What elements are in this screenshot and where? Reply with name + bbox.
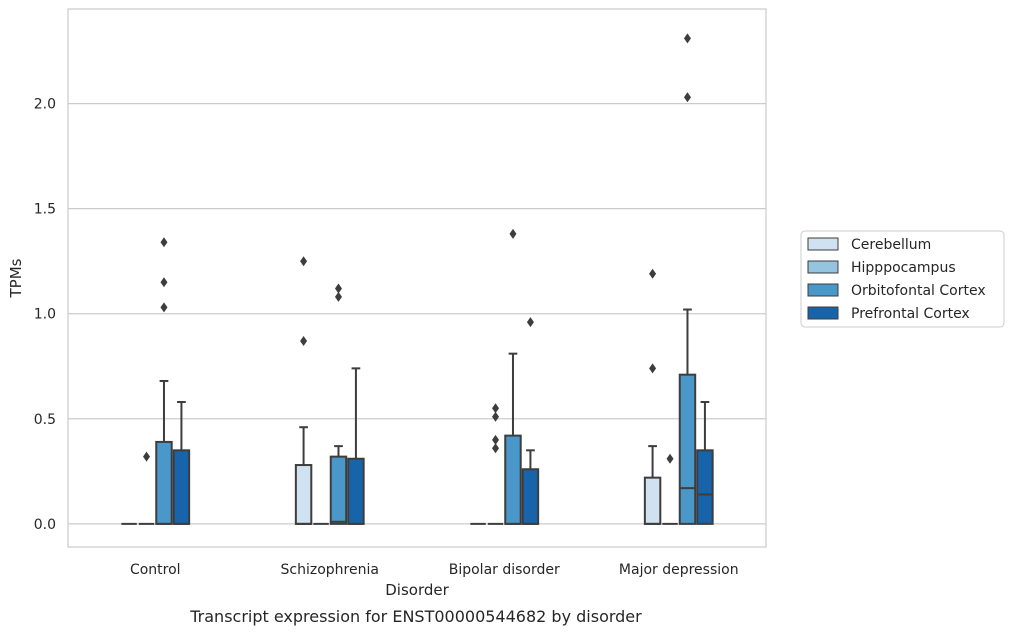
outlier-point xyxy=(492,403,500,414)
y-tick-label: 0.0 xyxy=(34,517,56,533)
legend-swatch xyxy=(807,260,839,274)
box-4-3 xyxy=(521,317,540,525)
outlier-point xyxy=(160,302,168,313)
outlier-point xyxy=(509,228,517,239)
box-body xyxy=(172,449,191,525)
outlier-point xyxy=(334,291,342,302)
legend-swatch xyxy=(807,306,839,320)
y-tick-label: 1.0 xyxy=(34,307,56,323)
outlier-point xyxy=(649,363,657,374)
legend-swatch xyxy=(807,283,839,297)
box-3-3 xyxy=(504,228,522,525)
box-2-3 xyxy=(487,403,504,525)
legend: Cerebellum Hipppocampus Orbitofontal Corte… xyxy=(800,230,1005,328)
y-tick-label: 2.0 xyxy=(34,97,56,113)
y-tick-label: 0.5 xyxy=(34,412,56,428)
outlier-point xyxy=(666,453,674,464)
x-tick-label: Control xyxy=(130,562,181,578)
box-4-1 xyxy=(172,400,191,525)
outlier-point xyxy=(492,411,500,422)
x-tick-label: Bipolar disorder xyxy=(449,562,560,578)
outlier-point xyxy=(492,443,500,454)
x-tick-label: Major depression xyxy=(619,562,739,578)
chart-caption: Transcript expression for ENST0000054468… xyxy=(189,607,642,626)
box-3-1 xyxy=(155,237,173,525)
box-3-4 xyxy=(678,33,697,525)
legend-label: Cerebellum xyxy=(851,237,931,253)
outlier-point xyxy=(300,336,308,347)
outlier-point xyxy=(300,256,308,267)
outlier-point xyxy=(143,451,151,462)
box-4-4 xyxy=(696,400,714,525)
y-tick-label: 1.5 xyxy=(34,202,56,218)
box-2-4 xyxy=(662,453,678,525)
x-tick-label: Schizophrenia xyxy=(281,562,379,578)
box-body xyxy=(521,468,540,525)
box-body xyxy=(155,440,173,525)
box-body xyxy=(696,449,714,525)
outlier-point xyxy=(683,33,691,44)
box-4-2 xyxy=(347,367,365,525)
legend-label: Hipppocampus xyxy=(851,260,956,276)
outlier-point xyxy=(649,268,657,279)
plot-frame xyxy=(67,8,767,548)
box-body xyxy=(504,434,522,525)
outlier-point xyxy=(334,283,342,294)
box-body xyxy=(678,373,697,525)
outlier-point xyxy=(160,277,168,288)
box-1-2 xyxy=(294,256,313,525)
box-body xyxy=(294,464,313,525)
outlier-point xyxy=(160,237,168,248)
y-axis-label: TPMs xyxy=(7,258,25,298)
legend-box xyxy=(800,230,1005,328)
legend-label: Orbitofontal Cortex xyxy=(851,283,986,299)
box-3-2 xyxy=(329,283,348,525)
box-body xyxy=(347,457,365,525)
legend-swatch xyxy=(807,237,839,251)
box-1-4 xyxy=(643,268,662,525)
legend-label: Prefrontal Cortex xyxy=(851,306,970,322)
box-2-1 xyxy=(138,451,155,525)
y-axis-ticks: 0.0 0.5 1.0 1.5 2.0 xyxy=(34,97,56,533)
outlier-point xyxy=(492,434,500,445)
x-axis-ticks: Control Schizophrenia Bipolar disorder Majo… xyxy=(130,562,739,578)
box-body xyxy=(643,476,662,525)
outlier-point xyxy=(683,92,691,103)
x-axis-label: Disorder xyxy=(385,581,449,599)
plot-marks xyxy=(121,33,714,525)
box-body xyxy=(329,455,348,525)
outlier-point xyxy=(526,317,534,328)
